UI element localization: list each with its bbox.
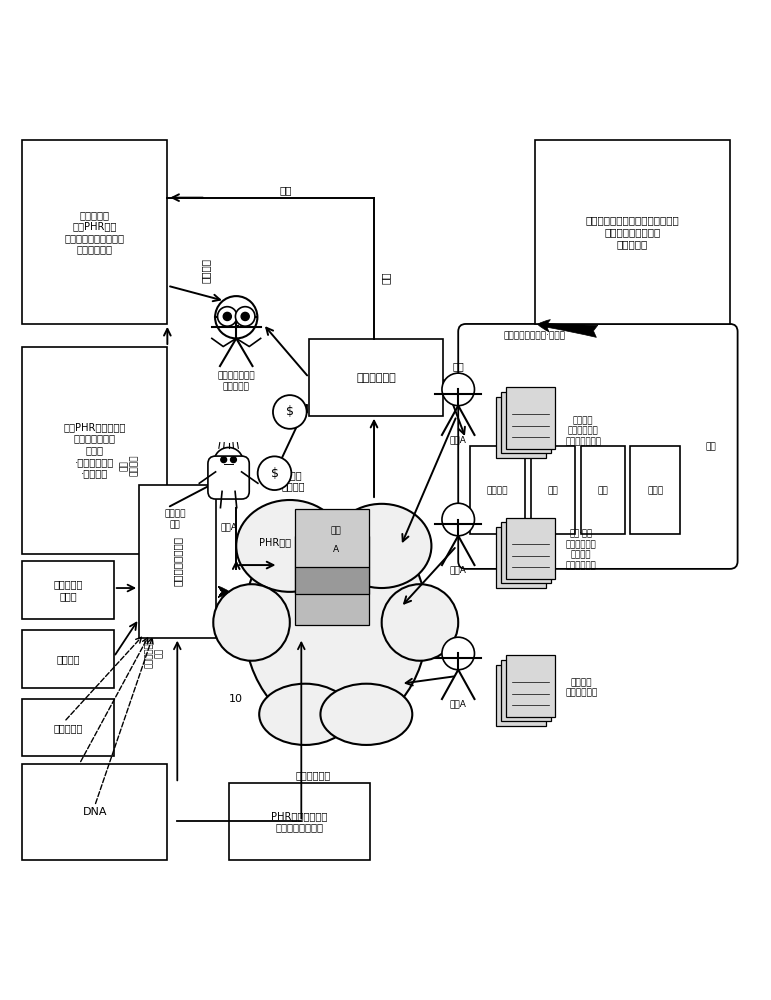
FancyBboxPatch shape <box>497 527 546 588</box>
Text: 二次利用
允许: 二次利用 允许 <box>164 509 186 529</box>
FancyBboxPatch shape <box>208 456 249 499</box>
FancyBboxPatch shape <box>458 324 738 569</box>
Text: 用户A: 用户A <box>449 699 466 708</box>
FancyBboxPatch shape <box>139 485 216 638</box>
Text: A: A <box>332 545 338 554</box>
Circle shape <box>215 296 258 338</box>
Text: 健康（自助）检查: 健康（自助）检查 <box>172 536 182 586</box>
Ellipse shape <box>244 511 428 733</box>
Circle shape <box>442 637 474 670</box>
Text: 用户: 用户 <box>330 526 341 535</box>
Ellipse shape <box>332 504 432 588</box>
Text: 相对PHR输入的鼓励
将来的健康风险
的通知
·生活方式变革
·风险诊断: 相对PHR输入的鼓励 将来的健康风险 的通知 ·生活方式变革 ·风险诊断 <box>63 422 126 478</box>
Text: 各种制造商、销售·经销商: 各种制造商、销售·经销商 <box>503 331 566 340</box>
FancyBboxPatch shape <box>501 392 550 453</box>
Text: 基于医疗健康信息的高附加价值的
产品开发、服务提供
革新的连锁: 基于医疗健康信息的高附加价值的 产品开发、服务提供 革新的连锁 <box>585 215 679 249</box>
FancyBboxPatch shape <box>22 347 167 554</box>
FancyBboxPatch shape <box>309 339 443 416</box>
Text: 企业·健康
保险索赔信息
勤务信息
健康诊断结果: 企业·健康 保险索赔信息 勤务信息 健康诊断结果 <box>565 530 596 570</box>
Text: 信息: 信息 <box>381 272 390 284</box>
Text: 医疗保健云端: 医疗保健云端 <box>295 771 331 781</box>
Text: PHR输入: PHR输入 <box>258 537 291 547</box>
Circle shape <box>258 456 291 490</box>
Circle shape <box>224 312 231 321</box>
Text: 大数据解析
基于PHR数据
的数据解析的将来预测
生活方式提案: 大数据解析 基于PHR数据 的数据解析的将来预测 生活方式提案 <box>65 210 125 254</box>
Circle shape <box>235 307 255 326</box>
Text: $: $ <box>286 405 294 418</box>
Circle shape <box>273 395 307 429</box>
FancyBboxPatch shape <box>22 699 114 756</box>
Text: 化妆品: 化妆品 <box>648 486 663 495</box>
Text: 队列数据
（序列数据）
研究机关、大学: 队列数据 （序列数据） 研究机关、大学 <box>565 416 601 446</box>
Text: DNA: DNA <box>82 807 107 817</box>
Circle shape <box>442 373 474 406</box>
Text: 10: 10 <box>229 694 243 704</box>
Text: 匿名化
数据信托: 匿名化 数据信托 <box>282 470 305 492</box>
Ellipse shape <box>382 584 458 661</box>
FancyBboxPatch shape <box>470 446 525 534</box>
Text: 食品: 食品 <box>598 486 608 495</box>
Text: 实时
生活记录: 实时 生活记录 <box>120 455 139 476</box>
Ellipse shape <box>214 584 290 661</box>
FancyBboxPatch shape <box>22 140 167 324</box>
Text: 用户A: 用户A <box>221 522 237 531</box>
FancyBboxPatch shape <box>506 518 555 579</box>
Circle shape <box>217 307 237 326</box>
FancyBboxPatch shape <box>581 446 625 534</box>
Circle shape <box>221 457 227 463</box>
Text: 脑部和心脏
的检查: 脑部和心脏 的检查 <box>53 579 82 601</box>
Text: 制药: 制药 <box>547 486 558 495</box>
FancyBboxPatch shape <box>497 397 546 458</box>
FancyBboxPatch shape <box>295 509 369 567</box>
Circle shape <box>442 503 474 536</box>
Text: 用户A: 用户A <box>449 435 466 444</box>
FancyBboxPatch shape <box>501 660 550 721</box>
FancyBboxPatch shape <box>497 665 546 726</box>
FancyBboxPatch shape <box>501 522 550 583</box>
FancyBboxPatch shape <box>506 387 555 449</box>
Text: 新传感器芯片
扩充: 新传感器芯片 扩充 <box>145 638 164 668</box>
Text: 安全保障: 安全保障 <box>487 486 508 495</box>
FancyBboxPatch shape <box>22 764 167 860</box>
FancyBboxPatch shape <box>295 567 369 625</box>
Text: 电子病历
医院、诊疗所: 电子病历 医院、诊疗所 <box>565 678 598 697</box>
Circle shape <box>241 312 249 321</box>
FancyBboxPatch shape <box>295 536 369 594</box>
Text: 信息: 信息 <box>280 185 292 195</box>
FancyBboxPatch shape <box>531 446 575 534</box>
FancyBboxPatch shape <box>22 561 114 619</box>
Ellipse shape <box>259 684 351 745</box>
Ellipse shape <box>321 684 412 745</box>
Text: 其他: 其他 <box>705 442 716 451</box>
FancyBboxPatch shape <box>535 140 730 324</box>
Text: 健康支持: 健康支持 <box>200 258 210 283</box>
Text: 生物体信息: 生物体信息 <box>53 723 82 733</box>
Text: 数据信托银行: 数据信托银行 <box>356 373 396 383</box>
Text: 信息: 信息 <box>453 361 464 371</box>
Text: 行动信息: 行动信息 <box>56 654 79 664</box>
FancyBboxPatch shape <box>506 655 555 717</box>
Text: 用户A: 用户A <box>449 565 466 574</box>
Text: $: $ <box>271 467 278 480</box>
FancyBboxPatch shape <box>22 630 114 688</box>
Circle shape <box>214 447 243 477</box>
FancyBboxPatch shape <box>228 783 370 860</box>
Circle shape <box>231 457 237 463</box>
FancyBboxPatch shape <box>631 446 680 534</box>
Ellipse shape <box>236 500 343 592</box>
Text: 作为健康接待员
的就诊医生: 作为健康接待员 的就诊医生 <box>217 372 255 391</box>
Text: PHR组（大数据）
（个人保健档案）: PHR组（大数据） （个人保健档案） <box>271 811 328 832</box>
